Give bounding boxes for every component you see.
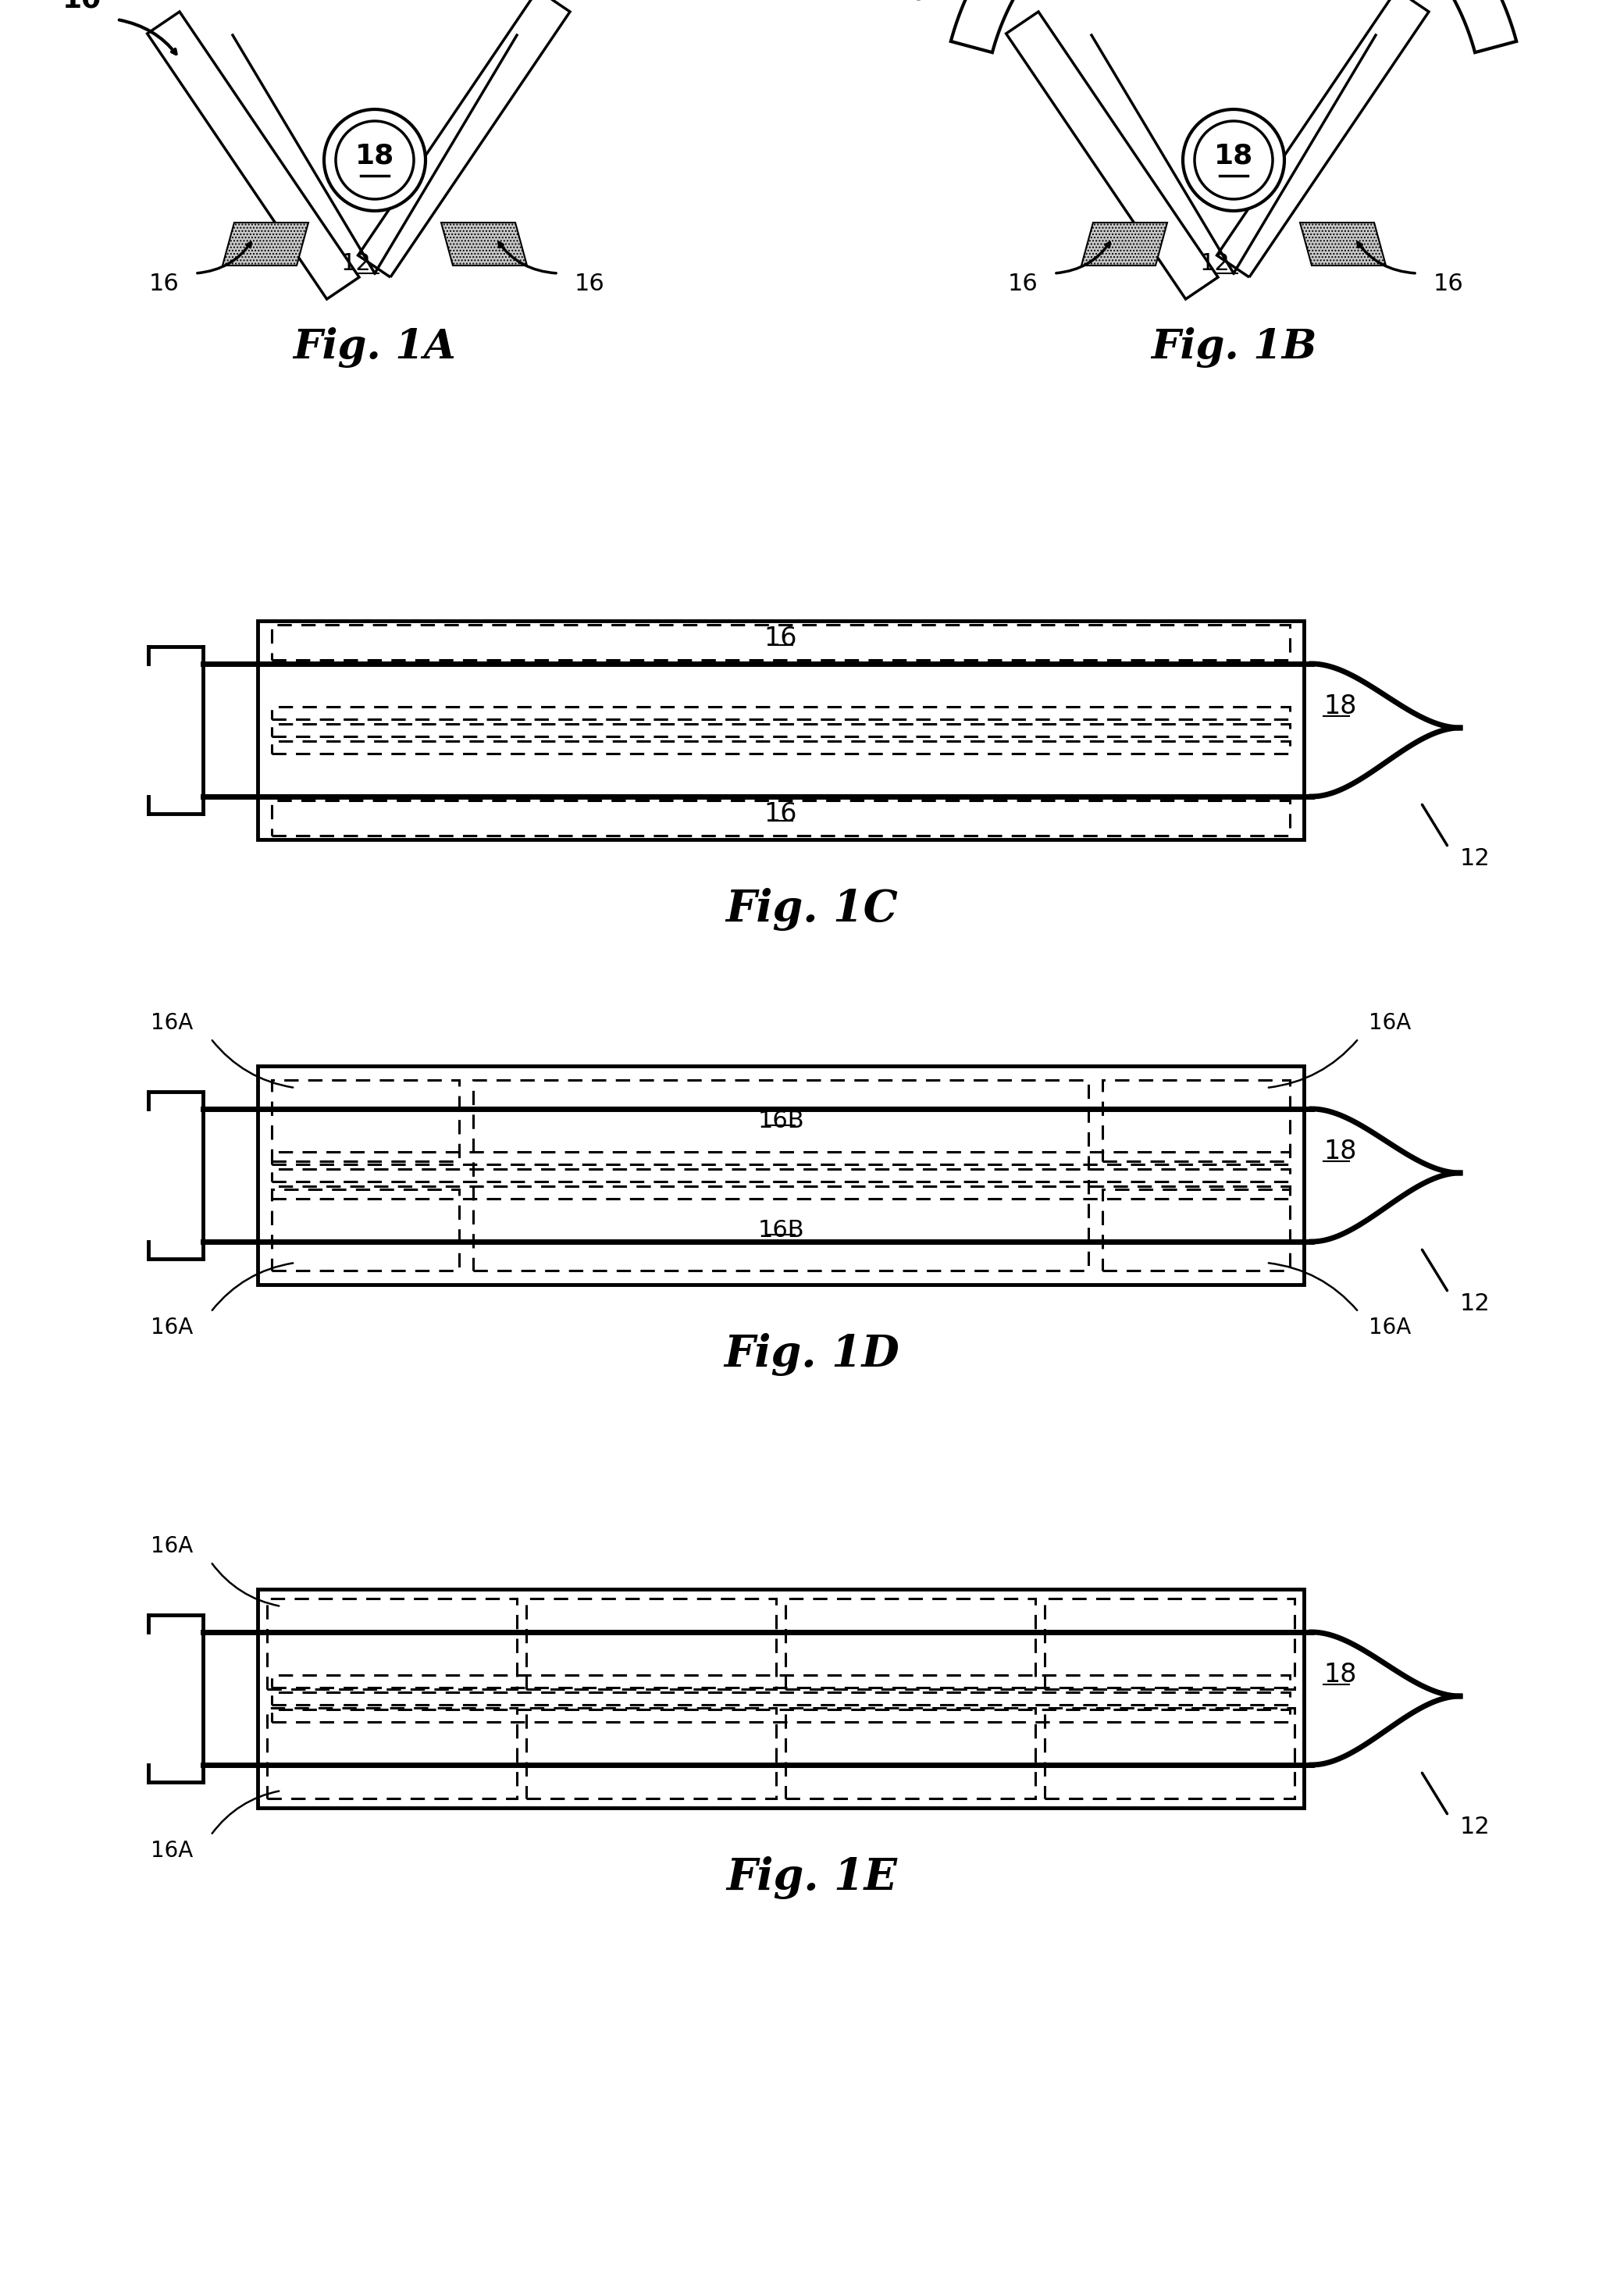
Text: 18: 18 <box>1324 1139 1356 1164</box>
Bar <box>1044 1598 1294 1689</box>
Text: 16A: 16A <box>151 1840 193 1861</box>
Bar <box>266 1598 516 1689</box>
Polygon shape <box>1299 222 1385 266</box>
Circle shape <box>325 110 425 211</box>
Text: Fig. 1B: Fig. 1B <box>1151 328 1317 367</box>
Bar <box>271 1190 460 1270</box>
Bar <box>266 1708 516 1799</box>
Bar <box>526 1598 776 1689</box>
Bar <box>271 1153 1289 1164</box>
Text: 16A: 16A <box>151 1536 193 1556</box>
Text: 10: 10 <box>62 0 102 14</box>
Bar <box>271 1675 1289 1687</box>
Bar <box>271 1080 460 1162</box>
Polygon shape <box>442 222 528 266</box>
Bar <box>473 1080 1088 1270</box>
Bar <box>271 800 1289 837</box>
Text: Fig. 1D: Fig. 1D <box>724 1334 900 1377</box>
Bar <box>258 621 1304 839</box>
Bar <box>258 1066 1304 1284</box>
Text: 16: 16 <box>765 626 797 651</box>
Text: 18: 18 <box>356 142 395 170</box>
Bar <box>1103 1190 1289 1270</box>
Bar <box>786 1708 1036 1799</box>
Bar <box>258 1588 1304 1808</box>
Text: 16A: 16A <box>1369 1316 1411 1339</box>
Bar <box>271 1187 1289 1199</box>
Bar <box>526 1708 776 1799</box>
Polygon shape <box>950 0 1517 53</box>
Text: 12: 12 <box>1460 848 1491 871</box>
Polygon shape <box>222 222 309 266</box>
Polygon shape <box>1082 222 1168 266</box>
Text: Fig. 1E: Fig. 1E <box>726 1857 898 1900</box>
Text: 16: 16 <box>575 273 604 296</box>
Text: 12: 12 <box>1200 252 1229 275</box>
Bar <box>271 706 1289 720</box>
Bar <box>271 626 1289 660</box>
Bar <box>1103 1080 1289 1162</box>
Text: 20: 20 <box>892 0 927 5</box>
Text: Fig. 1A: Fig. 1A <box>294 328 456 367</box>
Bar <box>271 1691 1289 1705</box>
Text: 16B: 16B <box>757 1109 804 1132</box>
Text: 12: 12 <box>1460 1293 1491 1316</box>
Text: Fig. 1C: Fig. 1C <box>726 889 898 931</box>
Text: 12: 12 <box>1460 1815 1491 1838</box>
Bar <box>271 740 1289 754</box>
Bar <box>271 1169 1289 1183</box>
Text: 16: 16 <box>1007 273 1038 296</box>
Text: 16A: 16A <box>151 1316 193 1339</box>
Text: 18: 18 <box>1215 142 1254 170</box>
Text: 18: 18 <box>1324 1662 1356 1687</box>
Text: 16B: 16B <box>757 1219 804 1242</box>
Text: 16A: 16A <box>1369 1013 1411 1034</box>
Bar <box>1044 1708 1294 1799</box>
Text: 16A: 16A <box>151 1013 193 1034</box>
Bar <box>271 1710 1289 1721</box>
Text: 18: 18 <box>1324 694 1356 720</box>
Text: 12: 12 <box>341 252 370 275</box>
Bar <box>786 1598 1036 1689</box>
Circle shape <box>1182 110 1285 211</box>
Text: 16: 16 <box>1434 273 1463 296</box>
Text: 16: 16 <box>149 273 179 296</box>
Bar <box>271 724 1289 736</box>
Text: 16: 16 <box>765 802 797 827</box>
